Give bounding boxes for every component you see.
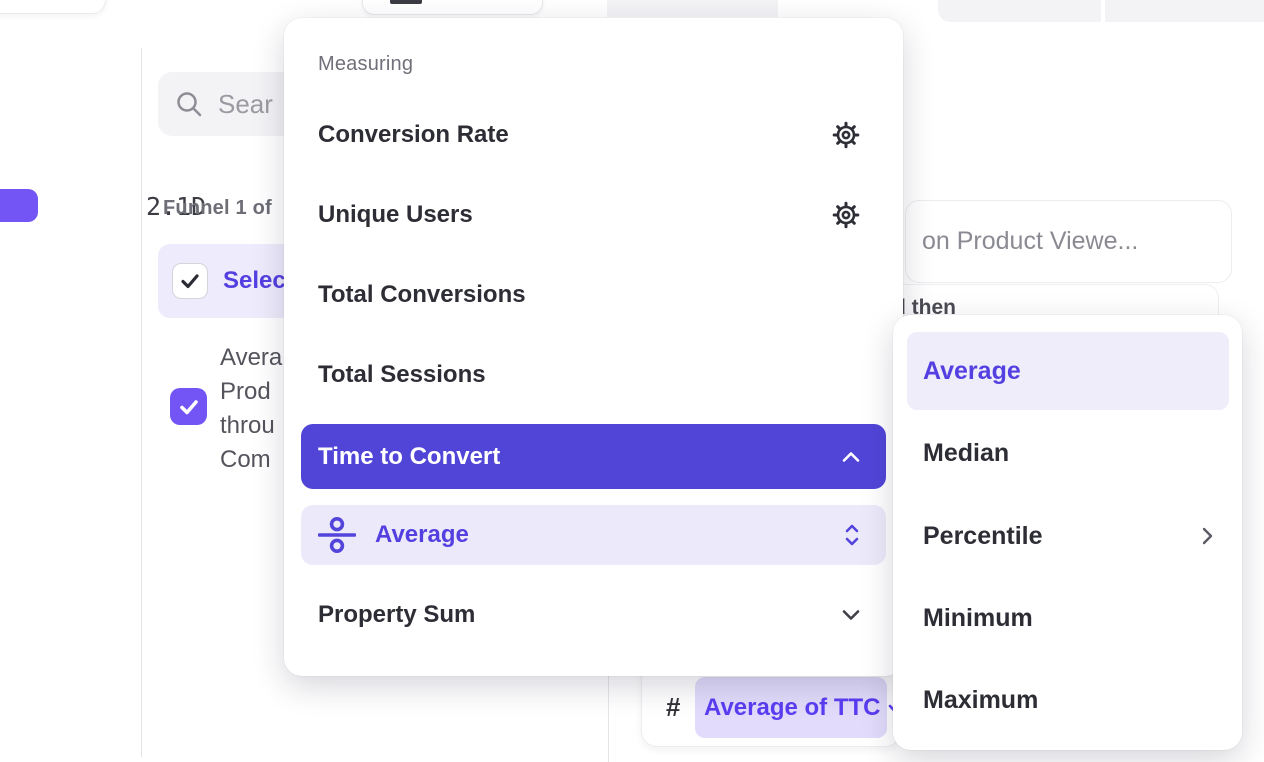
menu-item-total-sessions[interactable]: Total Sessions: [301, 335, 886, 415]
menu-item-label: Time to Convert: [318, 442, 501, 470]
chevron-up-icon: [842, 451, 860, 462]
metric-selector-pill[interactable]: Average of TTC: [695, 677, 902, 738]
submenu-item-label: Percentile: [923, 521, 1043, 550]
and-then-label: d then: [893, 296, 956, 319]
menu-item-unique-users[interactable]: Unique Users: [301, 175, 886, 255]
funnel-count-label: Funnel 1 of: [163, 197, 272, 219]
submenu-item-percentile[interactable]: Percentile: [907, 496, 1229, 576]
select-all-label: Selec: [223, 267, 286, 294]
menu-item-label: Unique Users: [318, 201, 473, 228]
ttc-aggregation-label: Average: [375, 521, 469, 548]
gear-icon[interactable]: [832, 201, 860, 229]
metric-selector-label: Average of TTC: [704, 693, 881, 721]
ttc-aggregation-selector[interactable]: Average: [301, 505, 886, 565]
checkmark-icon: [181, 274, 199, 289]
submenu-item-minimum[interactable]: Minimum: [907, 578, 1229, 658]
menu-item-total-conversions[interactable]: Total Conversions: [301, 255, 886, 335]
funnel-step-badge: [0, 189, 38, 222]
menu-item-property-sum[interactable]: Property Sum: [301, 585, 886, 645]
numeric-type-symbol: #: [666, 692, 681, 722]
step-description-line: throu: [220, 412, 275, 439]
submenu-item-average-selected[interactable]: Average: [907, 332, 1229, 410]
step-description-line: Avera: [220, 344, 283, 371]
step-description-line: Prod: [220, 378, 271, 405]
step-description: Avera Prod throu Com: [220, 341, 282, 477]
menu-item-label: Property Sum: [318, 601, 476, 628]
step-checkbox[interactable]: [170, 388, 207, 425]
gear-icon[interactable]: [832, 121, 860, 149]
select-all-checkbox[interactable]: [172, 263, 208, 299]
event-step-card[interactable]: on Product Viewe...: [905, 200, 1232, 283]
menu-item-label: Total Conversions: [318, 281, 526, 308]
select-all-row[interactable]: Selec: [158, 244, 300, 318]
step-description-line: Com: [220, 446, 271, 473]
top-right-tab-fragment[interactable]: [938, 0, 1101, 22]
chevron-down-icon: [842, 610, 860, 620]
dropdown-section-header: Measuring: [318, 53, 414, 75]
measuring-dropdown: Measuring Conversion Rate Unique Users: [284, 18, 903, 676]
left-panel-divider: [141, 48, 142, 757]
submenu-item-label: Minimum: [923, 603, 1033, 632]
center-panel-divider: [608, 676, 609, 762]
menu-item-label: Conversion Rate: [318, 121, 509, 148]
submenu-item-maximum[interactable]: Maximum: [907, 660, 1229, 740]
menu-item-time-to-convert-selected[interactable]: Time to Convert: [301, 424, 886, 489]
event-step-text: on Product Viewe...: [922, 227, 1139, 255]
search-icon: [177, 92, 202, 117]
aggregation-submenu: Average Median Percentile Minimum Maximu…: [893, 315, 1242, 750]
funnel-step-value: 2.1D: [146, 192, 207, 221]
menu-item-conversion-rate[interactable]: Conversion Rate: [301, 95, 886, 175]
submenu-item-label: Maximum: [923, 685, 1039, 714]
menu-item-label: Total Sessions: [318, 361, 486, 388]
submenu-item-label: Average: [923, 356, 1021, 385]
submenu-item-label: Median: [923, 438, 1010, 467]
submenu-item-median[interactable]: Median: [907, 413, 1229, 493]
divide-icon: [318, 516, 356, 553]
unfold-icon: [845, 524, 859, 546]
top-gray-panel-fragment: [607, 0, 778, 17]
top-right-tab-fragment-2[interactable]: [1105, 0, 1264, 22]
top-left-card-fragment: [0, 0, 106, 14]
checkmark-icon: [179, 399, 198, 414]
chevron-right-icon: [1202, 527, 1213, 545]
toolbar-button-icon: [390, 0, 422, 4]
